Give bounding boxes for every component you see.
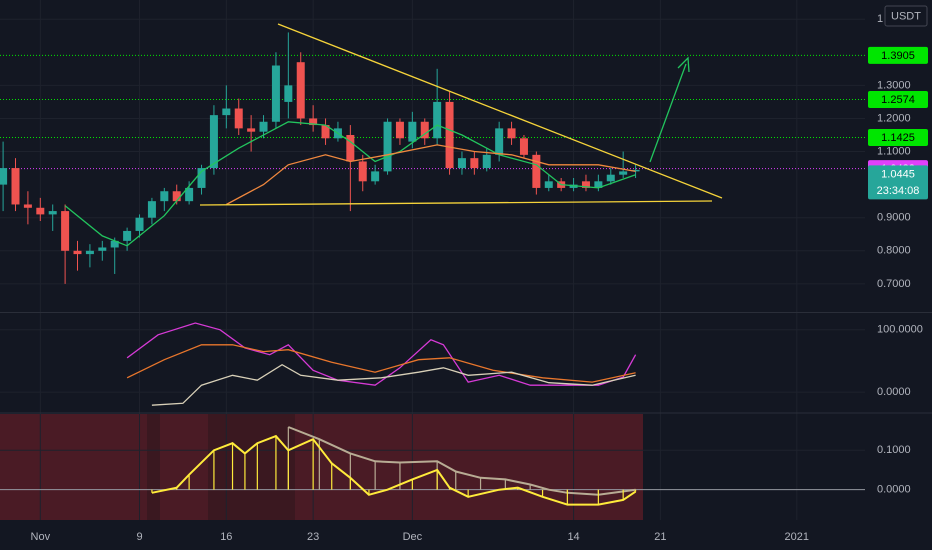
candle-body	[36, 207, 45, 215]
candle-body	[408, 121, 417, 142]
price-label-box	[868, 128, 928, 146]
y-tick-label: 100.0000	[877, 324, 923, 336]
x-tick-label: 21	[654, 531, 666, 543]
candle-body	[11, 168, 20, 205]
candle-body	[519, 138, 528, 155]
y-tick-label: 0.7000	[877, 278, 911, 290]
candle-body	[470, 158, 479, 169]
candle-body	[358, 161, 367, 182]
y-tick-label: 1.3000	[877, 79, 911, 91]
price-label-box	[868, 46, 928, 64]
y-tick-label: 0.9000	[877, 212, 911, 224]
drawings	[199, 23, 723, 206]
candle-body	[222, 108, 231, 116]
squeeze-zone	[0, 414, 643, 520]
candle-body	[309, 118, 318, 126]
indicator-line	[225, 144, 636, 206]
candle-body	[383, 121, 392, 172]
candle-body	[73, 250, 82, 255]
candle-body	[147, 201, 156, 218]
candle-body	[61, 211, 70, 251]
candle-body	[259, 121, 268, 132]
unit-label: USDT	[891, 10, 921, 22]
support-line	[199, 200, 713, 206]
x-tick-label: 23	[307, 531, 319, 543]
candle-body	[321, 125, 330, 139]
candle-body	[110, 240, 119, 248]
candle-body	[247, 128, 256, 132]
candle-body	[135, 217, 144, 231]
indicator-line	[287, 426, 636, 496]
candle-body	[395, 121, 404, 139]
candle-body	[85, 250, 94, 255]
indicator-line	[151, 434, 637, 506]
candle-body	[271, 65, 280, 122]
indicator-line	[64, 121, 636, 247]
arrow-line	[649, 63, 687, 163]
candle-body	[98, 247, 107, 251]
candle-body	[619, 171, 628, 175]
candle-body	[495, 128, 504, 155]
last-price-label: 1.0445	[881, 168, 915, 180]
candle-body	[457, 158, 466, 169]
candle-body	[296, 62, 305, 119]
candle-body	[123, 230, 132, 241]
price-label: 1.1425	[881, 132, 915, 144]
candle-body	[0, 168, 8, 185]
arrow-head	[677, 56, 690, 73]
candle-body	[606, 174, 615, 182]
x-tick-label: 16	[220, 531, 232, 543]
x-tick-label: Nov	[31, 531, 51, 543]
unit-frame	[884, 5, 928, 27]
candle-body	[594, 181, 603, 188]
x-tick-label: 2021	[785, 531, 809, 543]
x-tick-label: 9	[136, 531, 142, 543]
candle-body	[433, 101, 442, 139]
candle-body	[581, 181, 590, 188]
price-label: 1.2574	[881, 94, 915, 106]
trend-line	[277, 23, 723, 199]
candle-body	[544, 181, 553, 188]
candle-body	[48, 211, 57, 215]
price-label: 1.3905	[881, 50, 915, 62]
y-tick-label: 1.2000	[877, 112, 911, 124]
candle-body	[234, 108, 243, 129]
unit-box: USDT	[884, 5, 928, 27]
y-tick-label: 0.8000	[877, 245, 911, 257]
candle-body	[185, 187, 194, 202]
indicator-line	[126, 344, 636, 383]
y-tick-label: 1.1000	[877, 145, 911, 157]
y-tick-label: 0.0000	[877, 484, 911, 496]
candle-body	[209, 115, 218, 169]
candle-body	[371, 171, 380, 182]
x-tick-label: Dec	[403, 531, 423, 543]
candle-body	[172, 191, 181, 202]
indicator-line	[151, 363, 636, 406]
y-tick-label: 0.0000	[877, 386, 911, 398]
squeeze-zone	[208, 414, 295, 520]
candle-body	[346, 134, 355, 162]
last-price-box	[868, 165, 928, 200]
countdown-label: 23:34:08	[877, 185, 920, 197]
x-tick-label: 14	[567, 531, 579, 543]
candle-body	[445, 101, 454, 169]
axis: Nov 9 16 23 Dec 14 21 2021 1 1.3000 1.2000 1.1000 0.…	[31, 13, 928, 543]
price-label-box	[868, 90, 928, 108]
y-tick-label: 1	[877, 13, 883, 25]
candle-body	[420, 121, 429, 139]
candle-body	[507, 128, 516, 139]
momentum-background	[0, 414, 643, 520]
y-tick-label: 0.1000	[877, 444, 911, 456]
candle-body	[631, 169, 640, 172]
candle-body	[160, 191, 169, 202]
candle-body	[23, 204, 32, 208]
candle-body	[197, 168, 206, 188]
squeeze-zone	[147, 414, 160, 520]
candle-body	[532, 154, 541, 188]
marks	[0, 32, 640, 506]
candle-body	[284, 85, 293, 102]
candle-body	[482, 154, 491, 169]
